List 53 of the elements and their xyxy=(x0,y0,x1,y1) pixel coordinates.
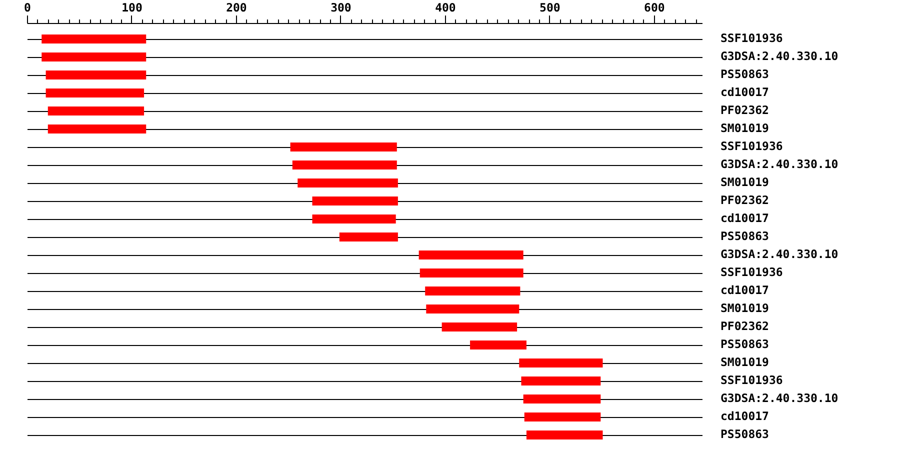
y-tick-label: PS50863 xyxy=(720,337,770,351)
bar xyxy=(526,430,603,440)
x-tick-label: 400 xyxy=(435,0,456,14)
y-tick-label: SM01019 xyxy=(720,301,770,315)
bar xyxy=(48,124,146,134)
y-tick-label: SSF101936 xyxy=(720,139,783,153)
bar xyxy=(524,412,601,422)
y-tick-label: PF02362 xyxy=(720,319,769,333)
bar xyxy=(470,340,526,350)
bar xyxy=(292,160,397,170)
y-tick-label: G3DSA:2.40.330.10 xyxy=(720,247,838,261)
y-tick-label: PS50863 xyxy=(720,427,770,441)
y-tick-label: SSF101936 xyxy=(720,31,783,45)
x-tick-label: 100 xyxy=(122,0,142,14)
x-tick-label: 500 xyxy=(540,0,560,14)
y-tick-label: cd10017 xyxy=(720,85,770,99)
y-tick-label: SM01019 xyxy=(720,355,770,369)
x-tick-label: 0 xyxy=(24,0,32,14)
bar xyxy=(46,88,144,98)
bar xyxy=(48,106,144,116)
bar xyxy=(339,232,398,242)
bar xyxy=(519,358,603,368)
bar xyxy=(312,196,398,206)
bar xyxy=(312,214,396,224)
bar xyxy=(523,394,601,404)
y-tick-label: PF02362 xyxy=(720,193,769,207)
bar xyxy=(290,142,397,152)
y-tick-label: cd10017 xyxy=(720,283,770,297)
y-tick-label: SM01019 xyxy=(720,121,770,135)
y-tick-label: cd10017 xyxy=(720,211,770,225)
bar xyxy=(442,322,518,332)
bar xyxy=(42,52,146,62)
y-tick-label: PF02362 xyxy=(720,103,769,117)
x-tick-label: 300 xyxy=(330,0,352,14)
y-tick-label: cd10017 xyxy=(720,409,770,423)
y-tick-label: SM01019 xyxy=(720,175,770,189)
y-tick-label: PS50863 xyxy=(720,67,770,81)
x-tick-label: 200 xyxy=(226,0,247,14)
bar xyxy=(420,268,524,278)
bar xyxy=(42,34,146,44)
bar xyxy=(521,376,601,386)
y-tick-label: G3DSA:2.40.330.10 xyxy=(720,49,838,63)
bar xyxy=(418,250,524,260)
y-tick-label: G3DSA:2.40.330.10 xyxy=(720,391,838,405)
bar xyxy=(426,304,520,314)
bar xyxy=(298,178,398,188)
y-tick-label: SSF101936 xyxy=(720,373,783,387)
bar xyxy=(46,70,146,80)
y-tick-label: SSF101936 xyxy=(720,265,783,279)
x-tick-label: 600 xyxy=(644,0,665,14)
bar xyxy=(425,286,520,296)
y-tick-label: PS50863 xyxy=(720,229,770,243)
y-tick-label: G3DSA:2.40.330.10 xyxy=(720,157,838,171)
